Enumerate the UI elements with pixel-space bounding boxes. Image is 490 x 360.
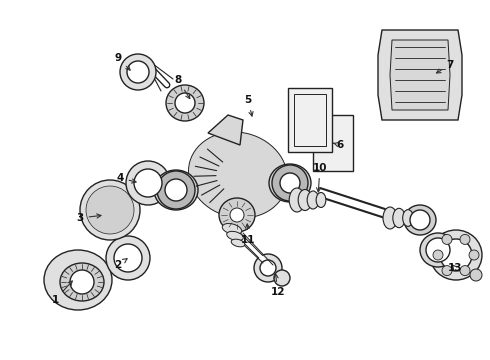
Circle shape <box>410 210 430 230</box>
Ellipse shape <box>298 189 312 211</box>
Ellipse shape <box>154 170 198 210</box>
Circle shape <box>80 180 140 240</box>
Text: 10: 10 <box>313 163 327 192</box>
Polygon shape <box>208 115 243 145</box>
Ellipse shape <box>393 208 405 228</box>
Circle shape <box>274 270 290 286</box>
Ellipse shape <box>316 193 326 207</box>
Ellipse shape <box>222 224 242 234</box>
Ellipse shape <box>430 230 482 280</box>
Ellipse shape <box>307 191 319 209</box>
Text: 2: 2 <box>114 258 127 270</box>
Circle shape <box>114 244 142 272</box>
Circle shape <box>126 161 170 205</box>
Circle shape <box>460 266 470 276</box>
Ellipse shape <box>227 231 243 240</box>
Text: 12: 12 <box>271 274 285 297</box>
Polygon shape <box>390 40 450 110</box>
Circle shape <box>426 238 450 262</box>
Circle shape <box>433 250 443 260</box>
Circle shape <box>106 236 150 280</box>
Circle shape <box>70 270 94 294</box>
Circle shape <box>127 61 149 83</box>
Ellipse shape <box>189 132 288 218</box>
Circle shape <box>260 260 276 276</box>
Circle shape <box>469 250 479 260</box>
Text: 8: 8 <box>174 75 190 99</box>
Circle shape <box>440 239 472 271</box>
Text: 6: 6 <box>334 140 343 150</box>
Circle shape <box>442 266 452 276</box>
Circle shape <box>175 93 195 113</box>
Polygon shape <box>288 88 332 152</box>
Circle shape <box>254 254 282 282</box>
Text: 11: 11 <box>241 224 255 245</box>
Polygon shape <box>294 94 326 146</box>
Ellipse shape <box>383 207 397 229</box>
Text: 4: 4 <box>116 173 136 183</box>
Circle shape <box>460 234 470 244</box>
Circle shape <box>86 186 134 234</box>
Circle shape <box>230 208 244 222</box>
Ellipse shape <box>420 233 456 267</box>
Text: 5: 5 <box>245 95 253 116</box>
Text: 7: 7 <box>437 60 454 73</box>
Circle shape <box>272 165 308 201</box>
Ellipse shape <box>403 210 414 226</box>
Polygon shape <box>378 30 462 120</box>
Circle shape <box>120 54 156 90</box>
Polygon shape <box>313 115 353 171</box>
Circle shape <box>134 169 162 197</box>
Text: 1: 1 <box>51 281 73 305</box>
Ellipse shape <box>289 188 305 212</box>
Text: 13: 13 <box>448 263 462 273</box>
Circle shape <box>165 179 187 201</box>
Circle shape <box>157 171 195 209</box>
Ellipse shape <box>44 250 112 310</box>
Circle shape <box>280 173 300 193</box>
Circle shape <box>442 234 452 244</box>
Circle shape <box>470 269 482 281</box>
Text: 3: 3 <box>76 213 101 223</box>
Ellipse shape <box>269 164 311 202</box>
Ellipse shape <box>166 85 204 121</box>
Ellipse shape <box>404 205 436 235</box>
Ellipse shape <box>231 239 245 247</box>
Ellipse shape <box>60 263 104 301</box>
Circle shape <box>91 191 129 229</box>
Text: 9: 9 <box>115 53 130 70</box>
Ellipse shape <box>219 198 255 232</box>
